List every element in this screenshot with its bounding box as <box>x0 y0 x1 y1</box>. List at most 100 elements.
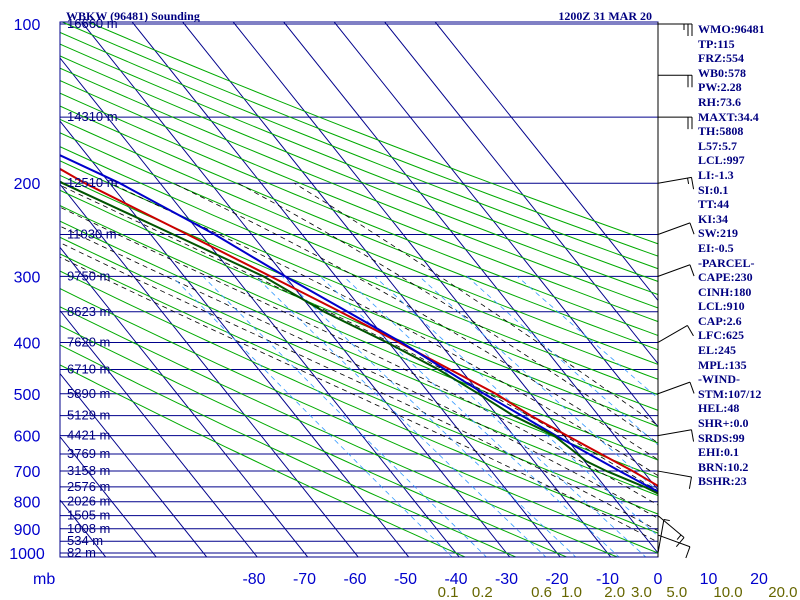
stat-line: SHR+:0.0 <box>698 416 749 431</box>
isotherm-line <box>182 22 612 557</box>
stat-line: STM:107/12 <box>698 386 762 401</box>
wind-barb <box>658 116 693 130</box>
temperature-tick-label: -50 <box>394 571 417 588</box>
pressure-tick-label: 700 <box>14 464 41 481</box>
stat-line: TT:44 <box>698 197 730 212</box>
wind-barb-flag <box>688 476 692 489</box>
stat-line: MAXT:34.4 <box>698 109 759 124</box>
temperature-tick-label: -20 <box>545 571 568 588</box>
parcel-line <box>60 154 658 493</box>
pressure-tick-label: 100 <box>14 17 41 34</box>
mixing-ratio-line <box>202 276 487 557</box>
stat-line: TP:115 <box>698 36 735 51</box>
dewpoint-line <box>60 180 658 495</box>
temperature-line <box>60 167 658 488</box>
wind-barb-flag <box>687 177 690 185</box>
mixing-ratio-label: 2.0 <box>604 584 625 600</box>
stat-line: LCL:997 <box>698 153 745 168</box>
dry-adiabat-line <box>60 253 658 515</box>
dry-adiabat-line <box>60 67 658 309</box>
stat-line: EL:245 <box>698 343 737 358</box>
pressure-tick-label: 200 <box>14 176 41 193</box>
stat-line: TH:5808 <box>698 124 744 139</box>
stat-line: EHI:0.1 <box>698 445 740 460</box>
dry-adiabat-line <box>60 220 658 479</box>
moist-adiabat-line <box>60 206 658 506</box>
stat-line: MPL:135 <box>698 357 747 372</box>
pressure-tick-label: 400 <box>14 335 41 352</box>
height-label: 7620 m <box>67 334 110 349</box>
stat-line: PW:2.28 <box>698 80 742 95</box>
height-label: 16660 m <box>67 16 118 31</box>
pressure-tick-label: 800 <box>14 495 41 512</box>
dry-adiabat-line <box>60 79 658 323</box>
wind-barb-flag <box>689 222 695 235</box>
mixing-ratio-label: 5.0 <box>666 584 687 600</box>
temperature-tick-label: 10 <box>700 571 718 588</box>
wind-barb <box>658 23 693 36</box>
wind-barb-staff <box>657 515 685 538</box>
temperature-tick-label: -30 <box>495 571 518 588</box>
temperature-tick-label: 0 <box>654 571 663 588</box>
wind-profile <box>657 22 695 559</box>
height-label: 3769 m <box>67 446 110 461</box>
wind-barb-staff <box>657 429 692 437</box>
isotherm-line <box>131 22 561 557</box>
temperature-tick-label: -10 <box>596 571 619 588</box>
wind-barb <box>657 325 694 343</box>
dry-adiabat-line <box>61 22 658 257</box>
moist-adiabat-line <box>60 184 658 492</box>
wind-barb-staff <box>657 222 691 235</box>
stats-panel: WMO:96481 TP:115 FRZ:554 WB0:578 PW:2.28 RH:7… <box>698 22 798 489</box>
mixing-ratio-label: 20.0 <box>768 584 797 600</box>
isotherm-line <box>60 372 208 557</box>
mixing-ratio-line <box>419 276 658 492</box>
wind-barb-flag <box>689 264 695 277</box>
pressure-tick-label: 1000 <box>9 546 45 563</box>
height-label: 4421 m <box>67 428 110 443</box>
wind-barb <box>657 429 695 442</box>
mixing-ratio-label: 0.1 <box>438 584 459 600</box>
stat-line: SW:219 <box>698 226 739 241</box>
height-label: 12510 m <box>67 175 118 190</box>
dry-adiabat-line <box>60 92 658 337</box>
isotherm-line <box>232 22 658 554</box>
stat-line: CINH:180 <box>698 284 752 299</box>
wind-barb-flag <box>690 177 695 190</box>
height-label: 2576 m <box>67 479 110 494</box>
height-label: 11030 m <box>67 227 117 242</box>
stat-line: BRN:10.2 <box>698 459 749 474</box>
wind-barb <box>658 74 693 88</box>
moist-adiabat-line <box>60 242 658 532</box>
stat-line: LI:-1.3 <box>698 167 734 182</box>
wind-barb <box>657 515 685 548</box>
stat-line: RH:73.6 <box>698 94 741 109</box>
stat-line: WMO:96481 <box>698 22 765 36</box>
dry-adiabat-line <box>60 204 658 461</box>
dry-adiabat-line <box>60 174 658 428</box>
mixing-ratio-line <box>374 276 658 537</box>
wind-barb-flag <box>675 537 685 548</box>
mixing-ratio-line <box>466 276 658 446</box>
isotherm-line <box>333 22 658 428</box>
height-label: 82 m <box>67 545 96 560</box>
mixing-ratio-label: 10.0 <box>713 584 742 600</box>
mixing-ratio-line <box>319 276 620 557</box>
temperature-tick-label: -70 <box>293 571 316 588</box>
stat-line: HEL:48 <box>698 401 740 416</box>
stat-line: SI:0.1 <box>698 182 729 197</box>
dry-adiabat-line <box>60 270 658 534</box>
dry-adiabat-line <box>60 288 658 554</box>
dry-adiabat-line <box>60 105 658 351</box>
stat-line: -PARCEL- <box>698 255 755 270</box>
stat-line: KI:34 <box>698 211 728 226</box>
height-label: 14310 m <box>67 109 118 124</box>
isotherm-line <box>81 22 511 557</box>
wind-barb-flag <box>690 429 695 442</box>
stat-line: LCL:910 <box>698 299 745 314</box>
dry-adiabat-line <box>60 132 658 380</box>
moist-adiabat-line <box>294 182 658 427</box>
pressure-tick-label: 900 <box>14 522 41 539</box>
height-label: 2026 m <box>67 494 110 509</box>
mixing-ratio-label: 0.6 <box>531 584 552 600</box>
